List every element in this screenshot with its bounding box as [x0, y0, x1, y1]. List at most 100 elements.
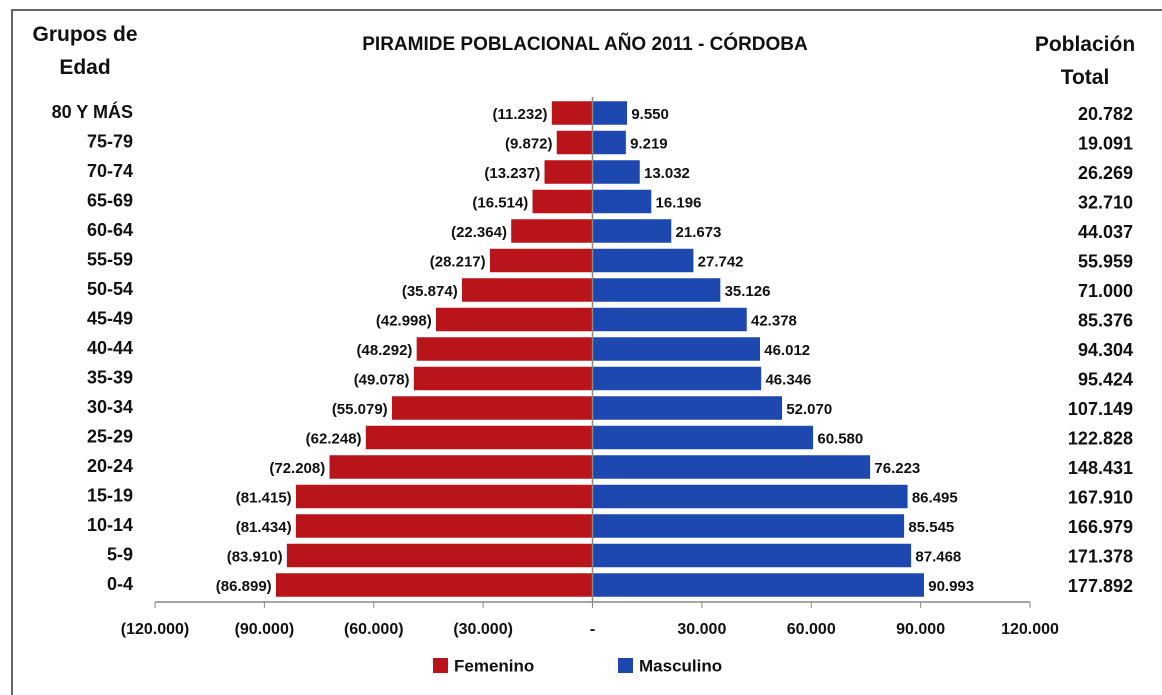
- total-label: 171.378: [1068, 546, 1133, 566]
- value-label: 16.196: [656, 194, 702, 211]
- bar: [416, 336, 593, 362]
- category-label: 75-79: [87, 131, 133, 151]
- bar: [551, 100, 593, 126]
- bar: [295, 484, 593, 509]
- value-label: (16.514): [472, 194, 528, 211]
- value-label: 13.032: [644, 165, 690, 182]
- value-label: (35.874): [402, 283, 458, 300]
- value-label: 9.219: [630, 135, 668, 152]
- value-label: (72.208): [269, 460, 325, 477]
- category-label: 10-14: [87, 515, 133, 535]
- total-label: 166.979: [1068, 517, 1133, 537]
- bar: [592, 336, 761, 362]
- value-label: (9.872): [505, 135, 553, 152]
- legend-label: Femenino: [454, 656, 534, 675]
- bar: [413, 366, 593, 391]
- x-tick-label: 30.000: [677, 621, 726, 638]
- total-label: 71.000: [1078, 281, 1133, 301]
- bar: [592, 277, 721, 303]
- total-label: 26.269: [1078, 163, 1133, 183]
- bar: [275, 572, 593, 598]
- value-label: 87.468: [915, 548, 961, 565]
- category-label: 15-19: [87, 485, 133, 505]
- value-label: (13.237): [484, 165, 540, 182]
- total-label: 107.149: [1068, 399, 1133, 419]
- value-label: 9.550: [631, 106, 669, 123]
- bar: [510, 218, 593, 244]
- bar: [286, 543, 593, 568]
- category-axis-title: Grupos de Edad: [32, 23, 138, 79]
- total-label: 94.304: [1078, 340, 1133, 360]
- value-label: (42.998): [376, 312, 432, 329]
- legend-label: Masculino: [639, 656, 722, 675]
- bar: [592, 366, 762, 391]
- x-tick-label: 60.000: [787, 621, 836, 638]
- bar: [592, 189, 652, 214]
- value-label: (55.079): [332, 401, 388, 418]
- bar: [391, 395, 593, 421]
- bar: [461, 277, 593, 303]
- bar: [592, 159, 641, 185]
- bar: [532, 189, 593, 214]
- value-label: (83.910): [227, 548, 283, 565]
- value-label: (81.434): [236, 519, 292, 536]
- x-tick-label: (120.000): [121, 621, 190, 638]
- bar: [592, 248, 694, 273]
- chart-title: PIRAMIDE POBLACIONAL AÑO 2011 - CÓRDOBA: [362, 33, 808, 55]
- bar: [592, 543, 912, 568]
- category-label: 65-69: [87, 190, 133, 210]
- value-label: 46.012: [764, 342, 810, 359]
- bar: [435, 307, 593, 332]
- value-label: 27.742: [698, 253, 744, 270]
- bar: [592, 100, 628, 126]
- total-label: 44.037: [1078, 222, 1133, 242]
- legend-swatch: [433, 658, 448, 673]
- value-label: (81.415): [236, 489, 292, 506]
- category-label: 20-24: [87, 456, 133, 476]
- value-label: (48.292): [357, 342, 413, 359]
- bar: [592, 218, 672, 244]
- total-label: 55.959: [1078, 251, 1133, 271]
- bar: [592, 454, 871, 480]
- category-label: 30-34: [87, 397, 133, 417]
- legend-swatch: [618, 658, 633, 673]
- bar: [556, 130, 593, 155]
- value-label: (86.899): [216, 578, 272, 595]
- bar: [592, 513, 905, 539]
- category-label: 25-29: [87, 426, 133, 446]
- value-label: 60.580: [817, 430, 863, 447]
- bar: [543, 159, 593, 185]
- value-label: (49.078): [354, 371, 410, 388]
- total-label: 32.710: [1078, 192, 1133, 212]
- value-label: 90.993: [928, 578, 974, 595]
- total-label: 167.910: [1068, 487, 1133, 507]
- total-label: 19.091: [1078, 133, 1133, 153]
- value-label: (11.232): [493, 106, 548, 123]
- category-label: 5-9: [107, 544, 133, 564]
- x-tick-label: (60.000): [344, 621, 404, 638]
- total-label: 122.828: [1068, 428, 1133, 448]
- category-label: 40-44: [87, 338, 133, 358]
- value-label: (62.248): [306, 430, 362, 447]
- value-label: 52.070: [786, 401, 832, 418]
- x-tick-label: 90.000: [896, 621, 945, 638]
- value-label: (28.217): [430, 253, 486, 270]
- bar: [328, 454, 593, 480]
- bar: [489, 248, 593, 273]
- value-label: 85.545: [908, 519, 954, 536]
- bar: [592, 484, 909, 509]
- category-label: 0-4: [107, 574, 133, 594]
- bar: [592, 572, 925, 598]
- total-label: 95.424: [1078, 369, 1133, 389]
- bar: [592, 130, 627, 155]
- value-label: 21.673: [676, 224, 722, 241]
- value-label: 42.378: [751, 312, 797, 329]
- bar: [592, 307, 748, 332]
- category-label: 55-59: [87, 249, 133, 269]
- value-label: 35.126: [725, 283, 771, 300]
- value-label: 46.346: [765, 371, 811, 388]
- category-label: 45-49: [87, 308, 133, 328]
- total-label: 85.376: [1078, 310, 1133, 330]
